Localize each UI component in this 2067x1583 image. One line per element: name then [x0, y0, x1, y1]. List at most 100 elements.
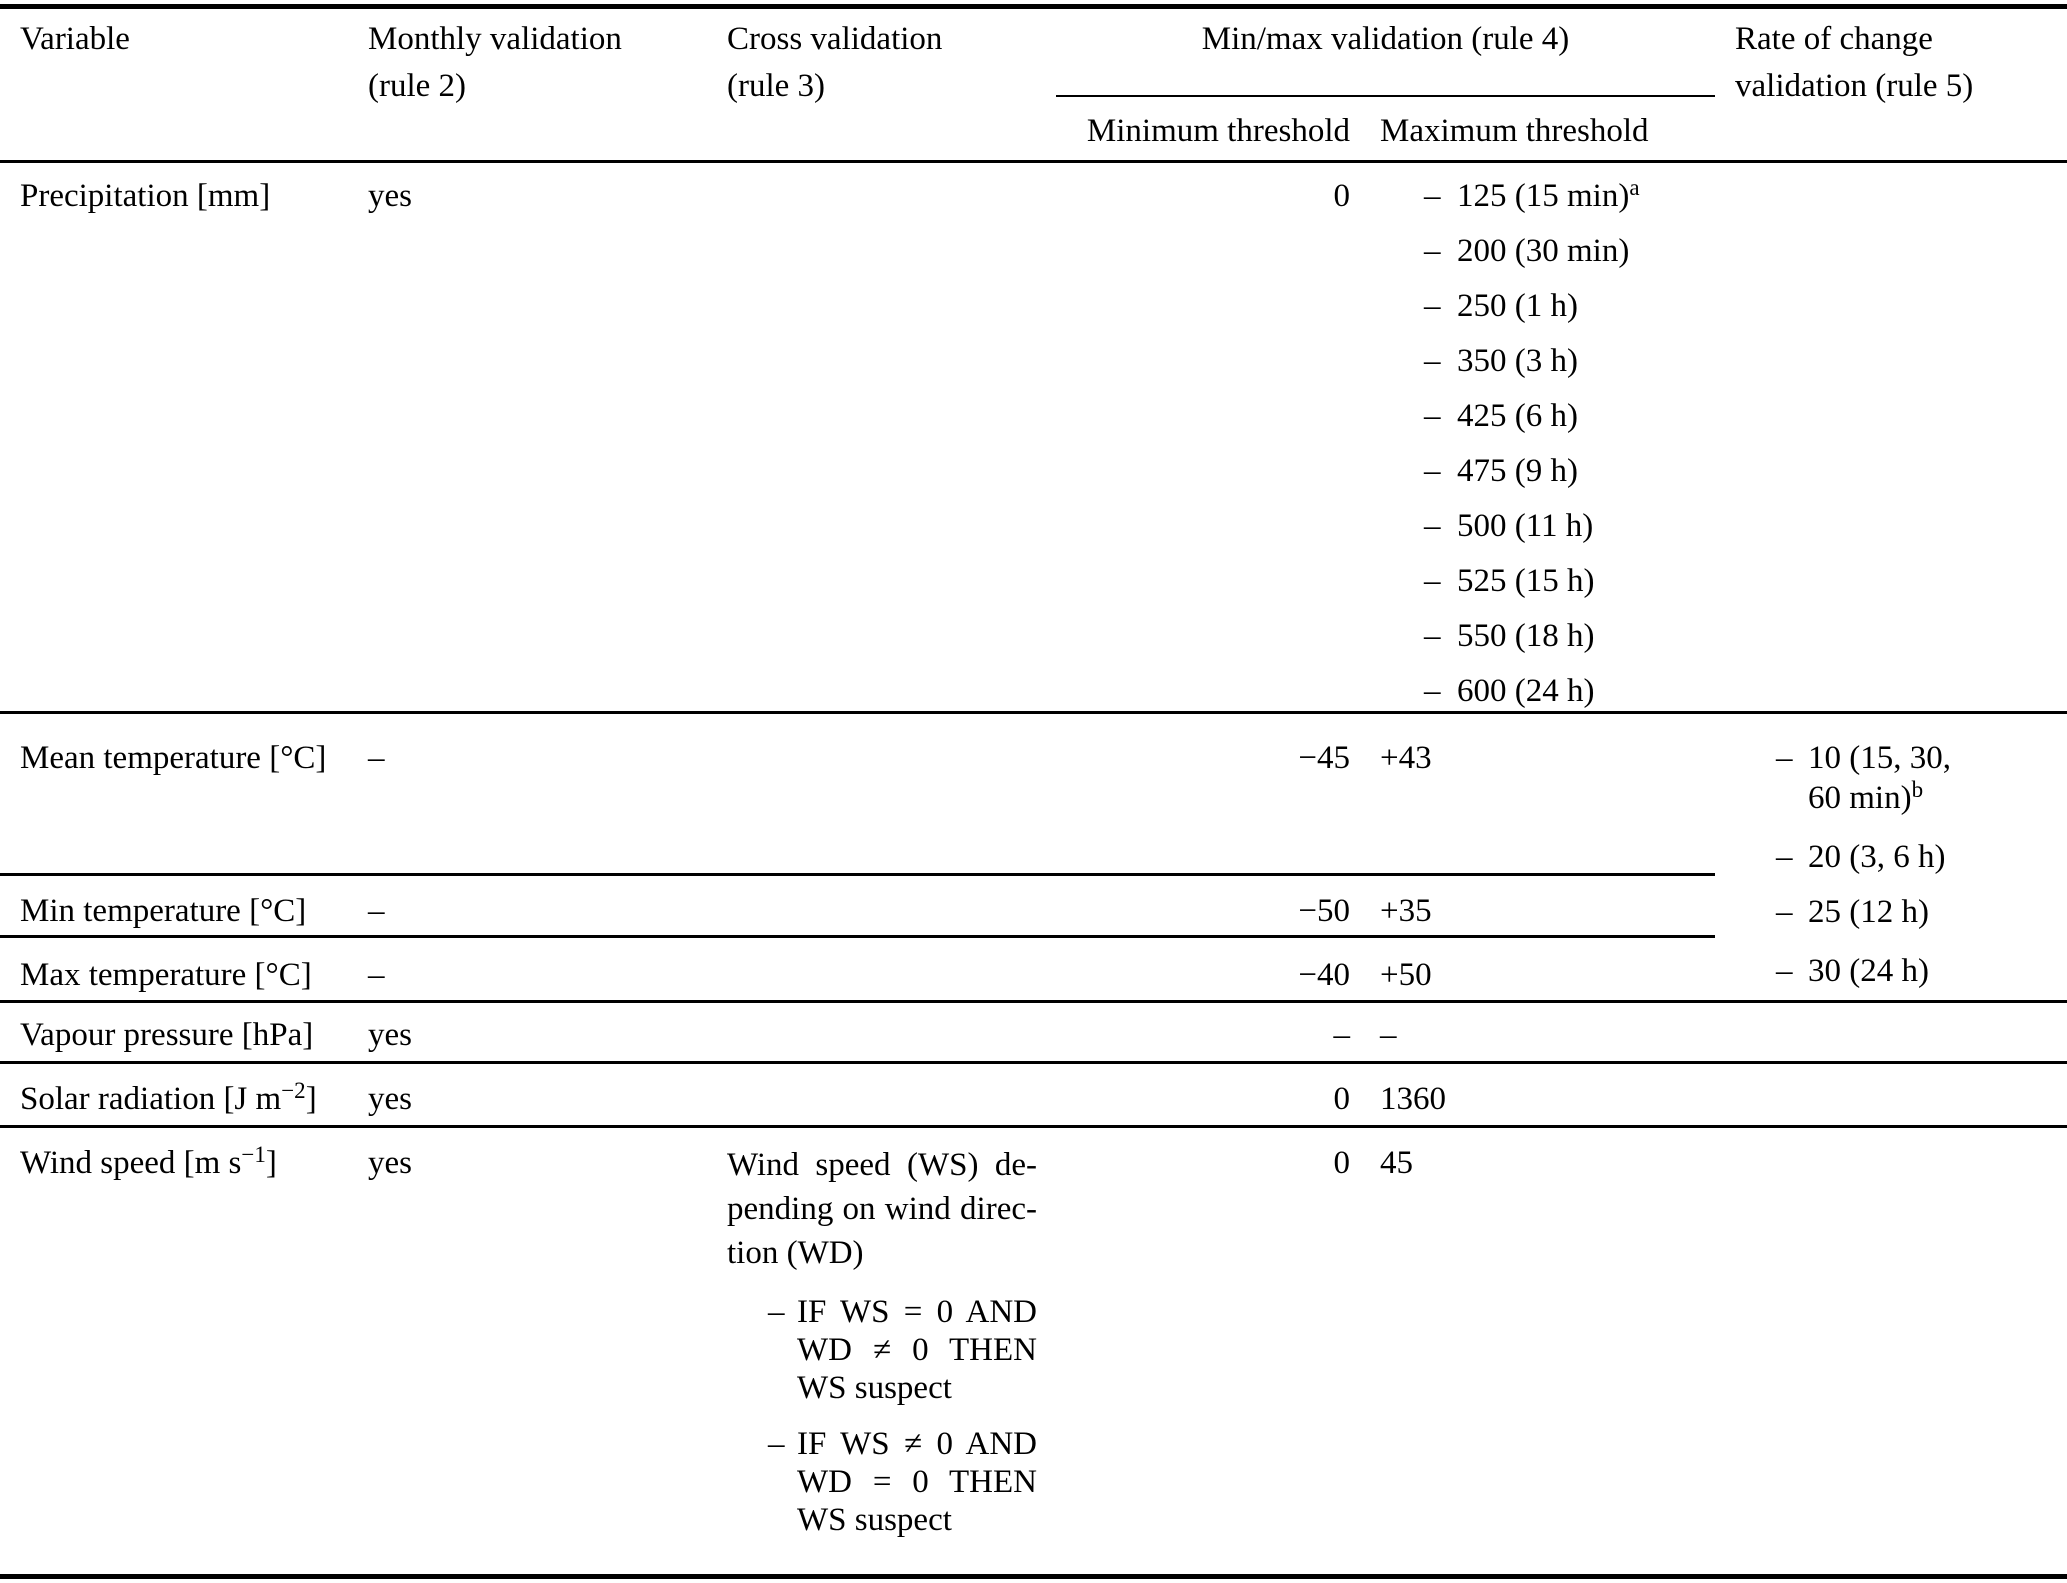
wind-speed-min-threshold: 0 [1333, 1145, 1351, 1181]
precipitation-monthly: yes [368, 178, 412, 214]
col-header-maximum-threshold: Maximum threshold [1380, 113, 1649, 149]
col-header-monthly-validation: Monthly validation (rule 2) [368, 16, 622, 110]
unit-exponent: −2 [281, 1078, 306, 1103]
dash-marker: – [1424, 453, 1441, 489]
footnote-marker-a: a [1629, 175, 1640, 200]
vapour-pressure-monthly: yes [368, 1017, 412, 1053]
list-item-text: 600 (24 h) [1457, 673, 1595, 709]
rule-condition-line: WS suspect [797, 1502, 952, 1538]
list-item: –500 (11 h) [1424, 506, 1720, 546]
row-separator-max-temperature [0, 1000, 2067, 1003]
temperature-rate-of-change-list: – 10 (15, 30, 60 min)b –20 (3, 6 h) –25 … [1735, 738, 2067, 991]
col-header-cross-line1: Cross validation [727, 21, 943, 57]
dash-marker: – [1424, 398, 1441, 434]
list-item-text: 550 (18 h) [1457, 618, 1595, 654]
rule-condition-line: WD ≠ 0 THEN [797, 1332, 1037, 1368]
vapour-pressure-min-threshold: – [1333, 1017, 1351, 1053]
list-item-text: 30 (24 h) [1808, 953, 1929, 989]
cross-validation-paragraph-line: pending on wind direc- [727, 1191, 1037, 1227]
list-item-text: 425 (6 h) [1457, 398, 1578, 434]
solar-radiation-variable: Solar radiation [J m−2] [20, 1078, 317, 1117]
list-item: –350 (3 h) [1424, 341, 1720, 381]
solar-radiation-max-threshold: 1360 [1380, 1081, 1446, 1117]
dash-marker: – [1776, 839, 1793, 875]
rule-condition-line: IF WS ≠ 0 AND [797, 1426, 1037, 1462]
mean-temperature-min-threshold: −45 [1298, 740, 1350, 776]
bottom-rule [0, 1574, 2067, 1579]
mean-temperature-max-threshold: +43 [1380, 740, 1432, 776]
col-header-rate-of-change: Rate of change validation (rule 5) [1735, 16, 1973, 110]
dash-marker: – [1776, 740, 1793, 776]
list-item-text: 125 (15 min) [1457, 178, 1630, 214]
list-item: –425 (6 h) [1424, 396, 1720, 436]
rule-condition-line: WS suspect [797, 1370, 952, 1406]
max-temperature-max-threshold: +50 [1380, 957, 1432, 993]
vapour-pressure-max-threshold: – [1380, 1017, 1397, 1053]
max-temperature-min-threshold: −40 [1298, 957, 1350, 993]
col-header-minimum-threshold: Minimum threshold [1086, 113, 1350, 149]
mean-temperature-variable: Mean temperature [°C] [20, 740, 327, 776]
list-item-text: 200 (30 min) [1457, 233, 1630, 269]
dash-marker: – [768, 1294, 785, 1330]
list-item: –125 (15 min)a [1424, 176, 1720, 216]
list-item: –30 (24 h) [1776, 951, 2067, 991]
max-temperature-variable: Max temperature [°C] [20, 957, 312, 993]
cross-validation-paragraph-line: Wind speed (WS) de- [727, 1147, 1037, 1183]
footnote-marker-b: b [1911, 777, 1924, 802]
dash-marker: – [1776, 953, 1793, 989]
row-separator-min-temperature [0, 935, 1715, 938]
row-separator-mean-temperature [0, 873, 1715, 876]
vapour-pressure-variable: Vapour pressure [hPa] [20, 1017, 314, 1053]
dash-marker: – [1424, 233, 1441, 269]
list-item-text: 475 (9 h) [1457, 453, 1578, 489]
col-header-cross-line2: (rule 3) [727, 68, 826, 104]
list-item-text: 20 (3, 6 h) [1808, 839, 1946, 875]
wind-speed-variable: Wind speed [m s−1] [20, 1142, 277, 1181]
list-item: –600 (24 h) [1424, 671, 1720, 711]
col-header-rate-line1: Rate of change [1735, 21, 1933, 57]
list-item: –525 (15 h) [1424, 561, 1720, 601]
col-header-rate-line2: validation (rule 5) [1735, 68, 1974, 104]
col-header-variable: Variable [20, 21, 130, 57]
min-temperature-monthly: – [368, 893, 385, 929]
minmax-underline [1056, 95, 1715, 97]
list-item: – 10 (15, 30, 60 min)b [1776, 738, 2067, 818]
cross-validation-paragraph-line: tion (WD) [727, 1235, 864, 1271]
solar-radiation-monthly: yes [368, 1081, 412, 1117]
list-item-text: 525 (15 h) [1457, 563, 1595, 599]
col-header-monthly-line2: (rule 2) [368, 68, 467, 104]
wind-speed-cross-validation: Wind speed (WS) de- pending on wind dire… [727, 1143, 1037, 1539]
unit-exponent: −1 [241, 1142, 266, 1167]
dash-marker: – [1424, 508, 1441, 544]
dash-marker: – [1776, 894, 1793, 930]
min-temperature-min-threshold: −50 [1298, 893, 1350, 929]
list-item-text: 500 (11 h) [1457, 508, 1594, 544]
dash-marker: – [768, 1426, 785, 1462]
list-item: –20 (3, 6 h) [1776, 837, 2067, 877]
list-item: – IF WS ≠ 0 AND WD = 0 THEN WS suspect [768, 1425, 1037, 1539]
mean-temperature-monthly: – [368, 740, 385, 776]
precipitation-variable: Precipitation [mm] [20, 178, 271, 214]
list-item: – IF WS = 0 AND WD ≠ 0 THEN WS suspect [768, 1293, 1037, 1407]
list-item-text: 10 (15, 30, [1808, 740, 1951, 776]
wind-speed-monthly: yes [368, 1145, 412, 1181]
list-item-text: 25 (12 h) [1808, 894, 1929, 930]
list-item: –250 (1 h) [1424, 286, 1720, 326]
col-header-cross-validation: Cross validation (rule 3) [727, 16, 942, 110]
max-temperature-monthly: – [368, 957, 385, 993]
list-item: –550 (18 h) [1424, 616, 1720, 656]
row-separator-solar-radiation [0, 1125, 2067, 1128]
dash-marker: – [1424, 673, 1441, 709]
list-item-text: 250 (1 h) [1457, 288, 1578, 324]
wind-speed-max-threshold: 45 [1380, 1145, 1413, 1181]
dash-marker: – [1424, 563, 1441, 599]
solar-radiation-min-threshold: 0 [1333, 1081, 1351, 1117]
min-temperature-max-threshold: +35 [1380, 893, 1432, 929]
list-item: –475 (9 h) [1424, 451, 1720, 491]
list-item: –25 (12 h) [1776, 892, 2067, 932]
col-header-minmax-validation: Min/max validation (rule 4) [1201, 21, 1570, 57]
top-rule [0, 4, 2067, 9]
list-item-text: 350 (3 h) [1457, 343, 1578, 379]
dash-marker: – [1424, 618, 1441, 654]
